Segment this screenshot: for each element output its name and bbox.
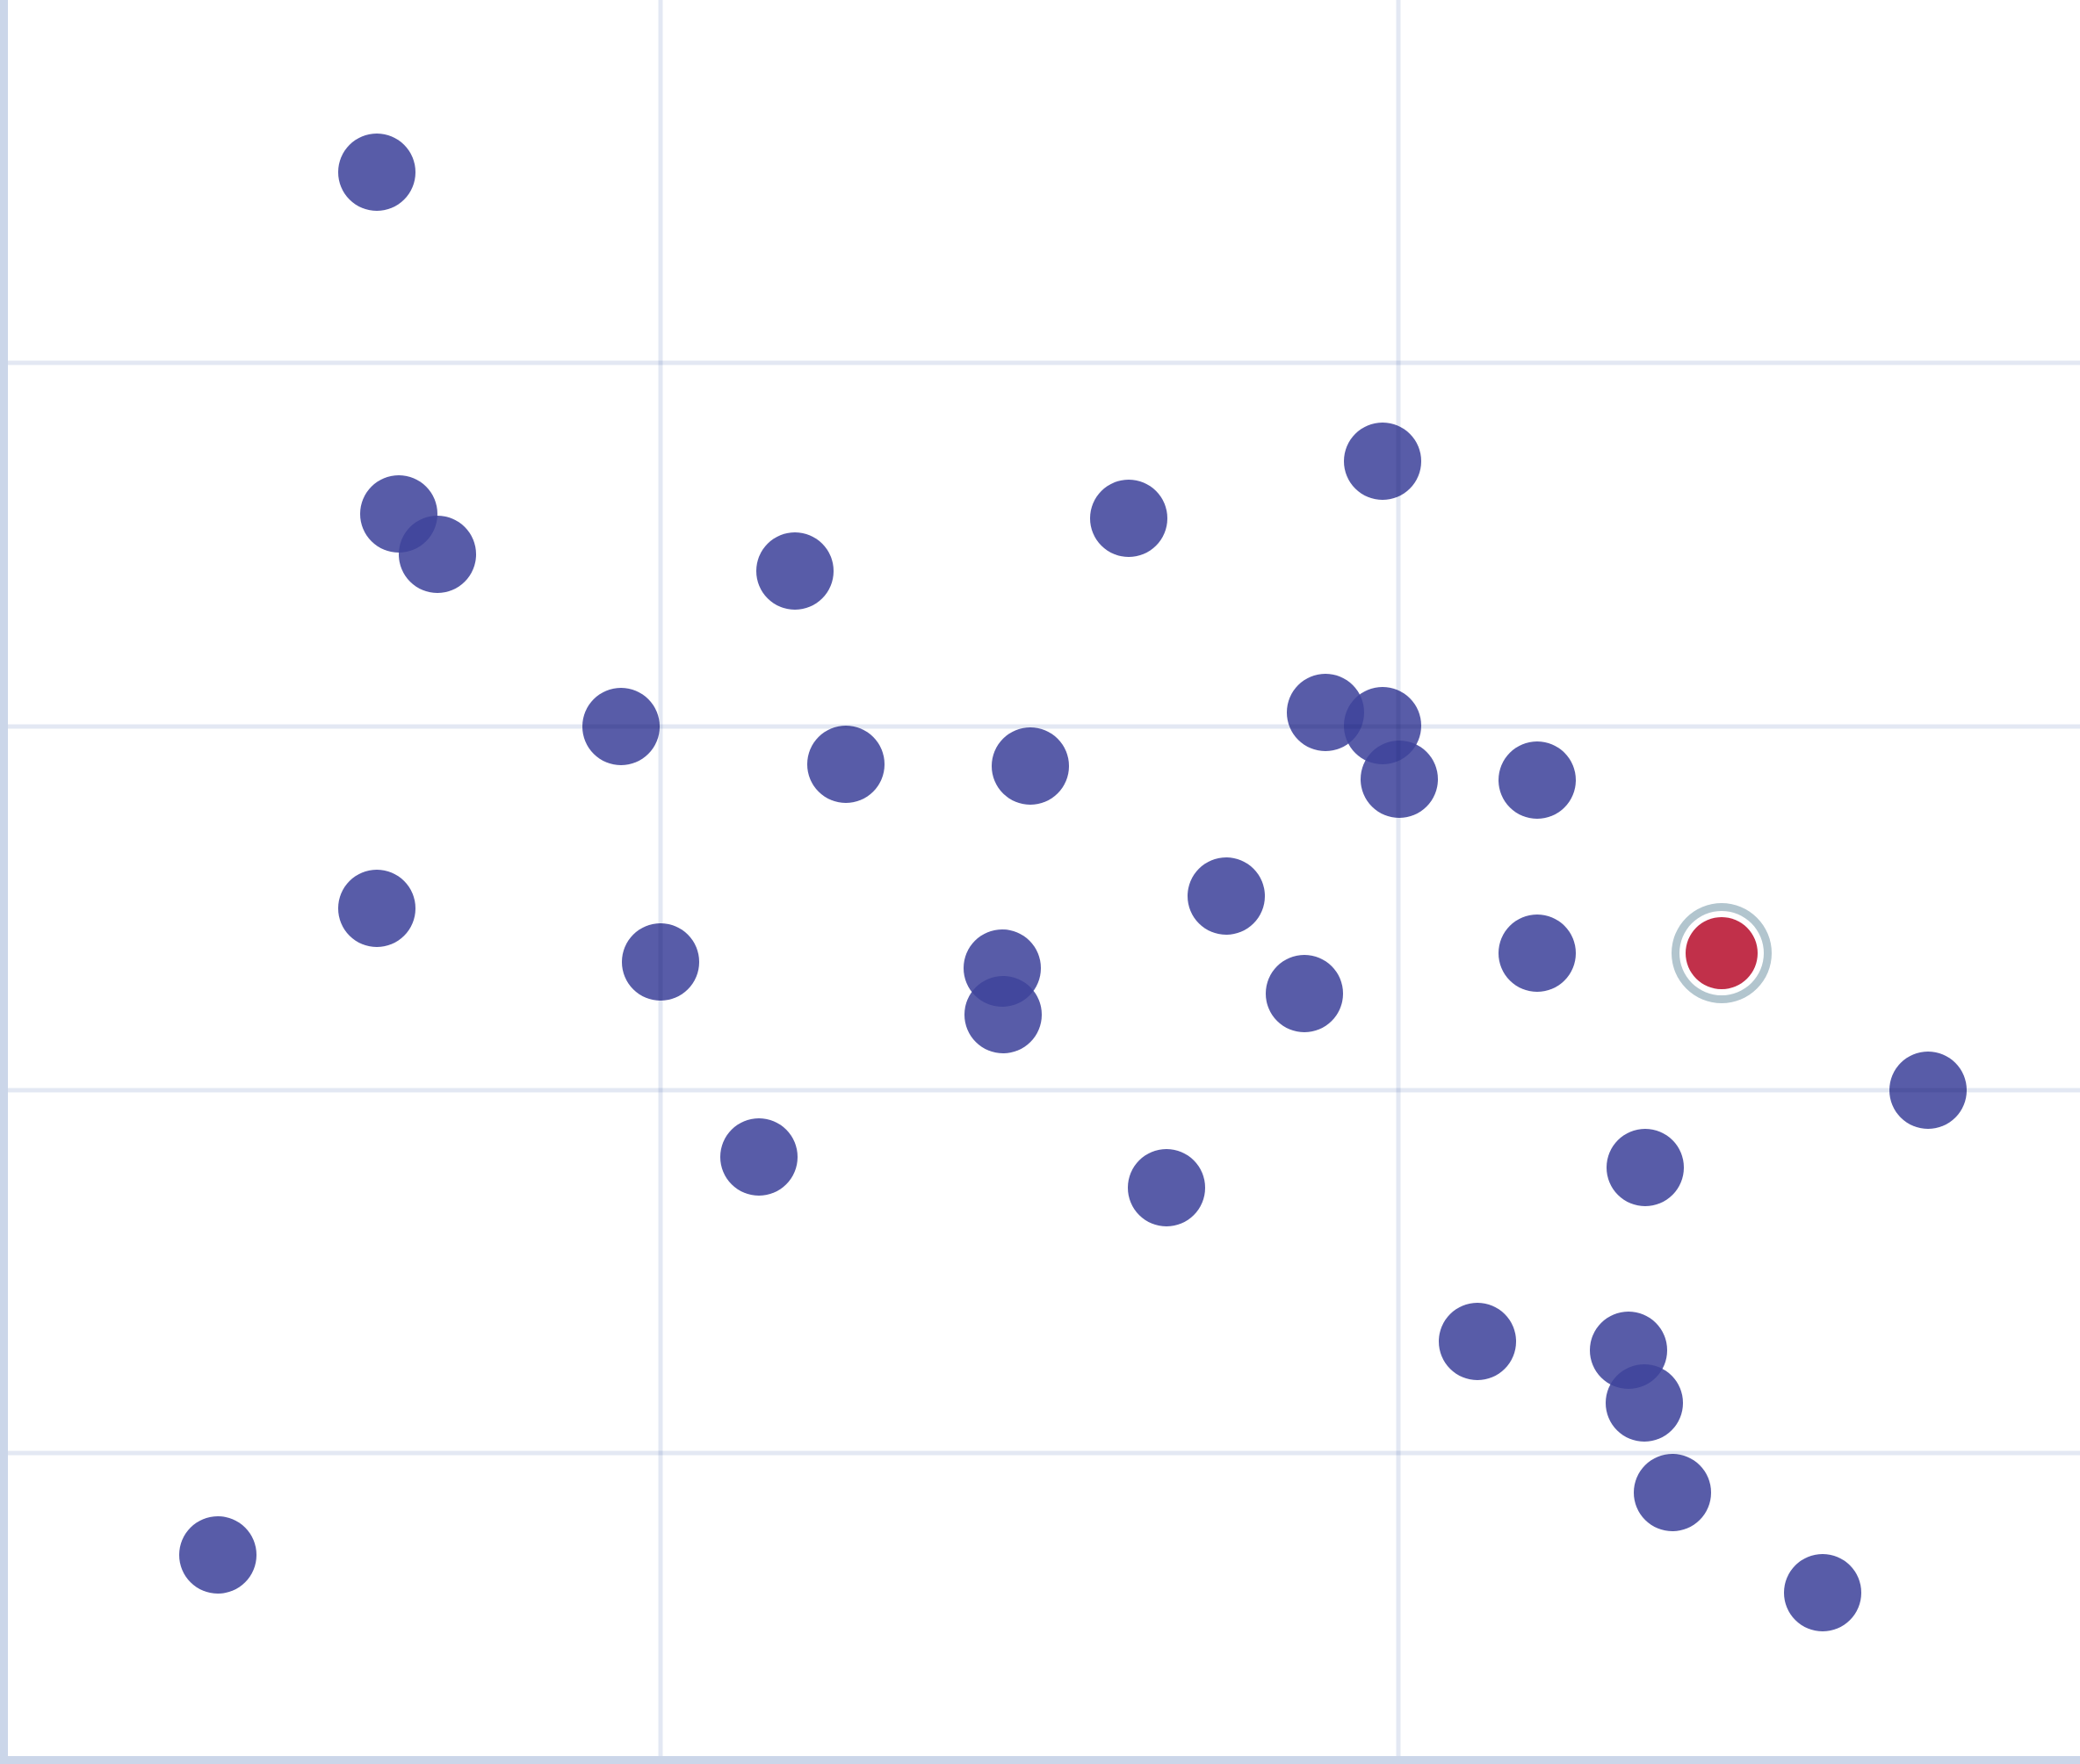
data-point[interactable]	[338, 870, 415, 947]
data-point[interactable]	[1607, 1129, 1684, 1206]
data-point[interactable]	[338, 134, 415, 211]
data-point[interactable]	[1090, 480, 1167, 557]
data-point[interactable]	[992, 727, 1069, 805]
data-points-layer	[179, 134, 1967, 1631]
bottom-axis-edge	[0, 1756, 2080, 1764]
data-point[interactable]	[756, 532, 834, 610]
left-axis-edge	[0, 0, 8, 1764]
data-point[interactable]	[1499, 915, 1576, 992]
data-point[interactable]	[399, 516, 476, 593]
data-point[interactable]	[1344, 423, 1421, 500]
data-point[interactable]	[1188, 857, 1265, 935]
data-point[interactable]	[1439, 1303, 1516, 1380]
data-point[interactable]	[179, 1516, 256, 1594]
data-point[interactable]	[1128, 1149, 1205, 1226]
data-point[interactable]	[720, 1118, 798, 1196]
data-point[interactable]	[964, 976, 1042, 1053]
data-point[interactable]	[1784, 1554, 1861, 1631]
data-point[interactable]	[1634, 1454, 1711, 1531]
data-point[interactable]	[1499, 741, 1576, 819]
data-point[interactable]	[807, 726, 885, 803]
data-point[interactable]	[1606, 1364, 1683, 1442]
highlighted-data-point[interactable]	[1686, 917, 1758, 989]
data-point[interactable]	[1266, 955, 1343, 1032]
